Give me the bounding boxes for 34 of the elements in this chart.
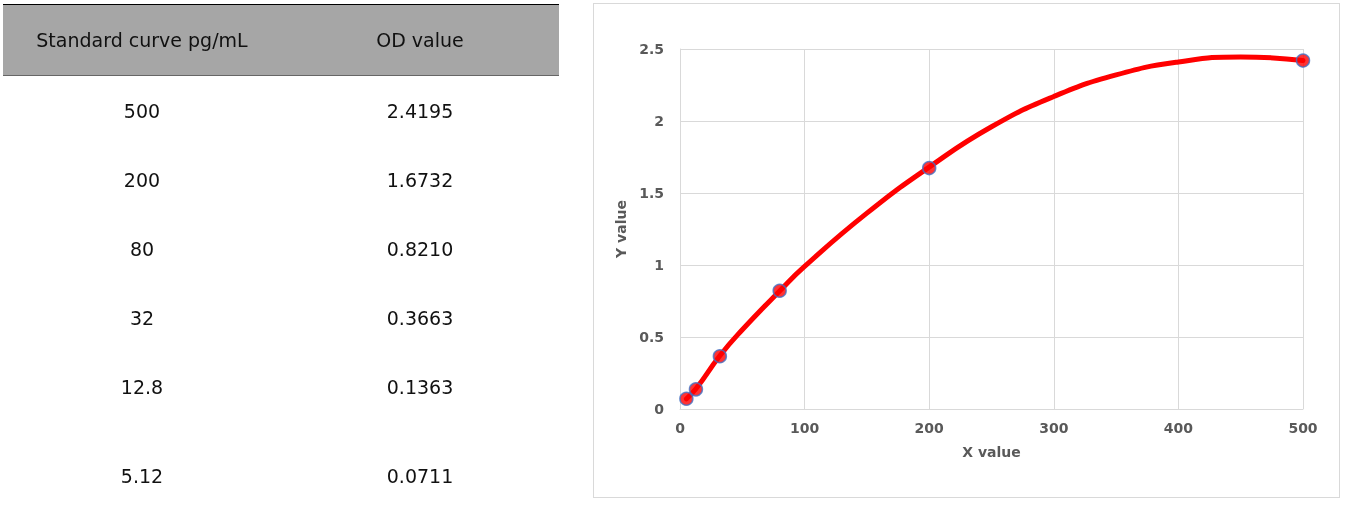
point	[772, 283, 787, 299]
x-tick-label: 400	[1163, 420, 1194, 436]
y-tick-label: 1	[654, 257, 664, 273]
text: 5.12	[119, 465, 165, 487]
x-axis-title: X value	[962, 444, 1021, 460]
y-tick-label: 2	[654, 113, 664, 129]
text: Standard curve pg/mL	[35, 29, 249, 51]
text: 200	[122, 168, 162, 191]
x-tick-label: 200	[914, 420, 945, 436]
text: 0.3663	[385, 306, 455, 329]
y-tick-label: 0	[654, 401, 665, 417]
text: 0.0711	[385, 465, 455, 487]
text: 80	[128, 237, 156, 260]
x-tick-label: 500	[1288, 420, 1318, 436]
y-axis-title: Y value	[613, 200, 630, 259]
text: 500	[122, 99, 162, 122]
text: 1.6732	[385, 168, 455, 191]
text: 2.4195	[385, 99, 455, 122]
point	[679, 391, 694, 407]
text: 0.8210	[385, 237, 455, 260]
text: 32	[128, 306, 156, 329]
point	[1295, 53, 1311, 68]
x-tick-label: 300	[1039, 420, 1069, 436]
text: 0.1363	[385, 375, 455, 398]
x-tick-label: 100	[789, 420, 820, 436]
y-tick-label: 1.5	[639, 185, 664, 201]
x-tick-label: 0	[675, 420, 686, 436]
point	[688, 382, 704, 397]
y-tick-label: 2.5	[639, 41, 664, 57]
y-tick-label: 0.5	[639, 329, 664, 345]
text: OD value	[375, 29, 465, 51]
point	[921, 160, 937, 176]
point	[712, 349, 728, 364]
text: 12.8	[119, 375, 165, 398]
